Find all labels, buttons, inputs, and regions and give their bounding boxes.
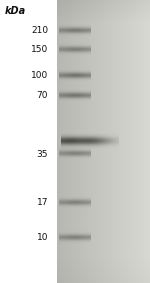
Text: 210: 210 — [31, 26, 48, 35]
Text: 10: 10 — [36, 233, 48, 242]
Text: 17: 17 — [36, 198, 48, 207]
Text: 70: 70 — [36, 91, 48, 100]
Text: 100: 100 — [31, 71, 48, 80]
Text: 35: 35 — [36, 150, 48, 159]
Text: kDa: kDa — [4, 6, 26, 16]
Text: 150: 150 — [31, 45, 48, 54]
